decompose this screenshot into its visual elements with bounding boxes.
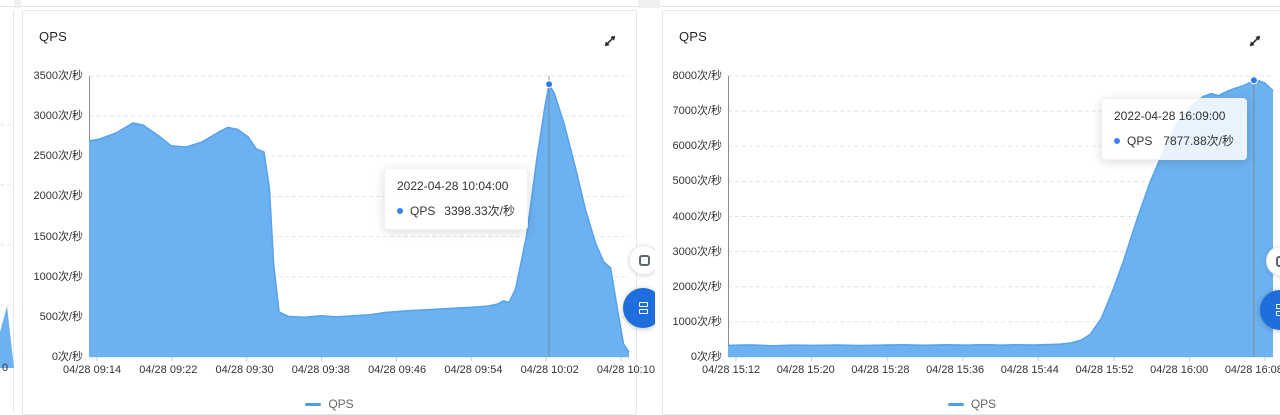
x-axis-tick-label: 04/28 09:30: [216, 364, 274, 376]
square-outline-icon: [1276, 256, 1280, 267]
series-dot-icon: [1114, 138, 1120, 144]
y-axis-tick-label: 0次/秒: [691, 350, 722, 364]
y-axis-tick-label: 500次/秒: [40, 310, 83, 324]
y-axis-tick-label: 4000次/秒: [672, 210, 722, 224]
qps-chart-card-morning: QPS 3500次/秒 3000次/秒 2500次/秒 2000次/秒 1500次/秒 1…: [22, 10, 637, 415]
stacked-squares-icon: [639, 302, 648, 314]
legend-label: QPS: [328, 397, 353, 411]
chart-tooltip: 2022-04-28 10:04:00 QPS 3398.33次/秒: [384, 168, 528, 230]
x-axis-tick-label: 04/28 15:44: [1001, 364, 1059, 376]
series-dot-icon: [397, 208, 403, 214]
y-axis-tick-label: 3000次/秒: [33, 109, 83, 123]
tooltip-series-name: QPS: [410, 204, 435, 218]
top-strip-gap: [14, 0, 21, 8]
y-axis-tick-label: 5000次/秒: [672, 174, 722, 188]
x-axis-tick-label: 04/28 09:46: [368, 364, 426, 376]
legend-dash-icon: [305, 403, 321, 406]
x-axis-tick-label: 04/28 15:36: [926, 364, 984, 376]
x-axis-tick-label: 04/28 10:10: [597, 364, 655, 376]
survey-button[interactable]: [623, 288, 655, 328]
panel-above-edge: [0, 0, 14, 7]
x-axis-tick-label: 04/28 09:38: [292, 364, 350, 376]
y-axis-tick-label: 7000次/秒: [672, 104, 722, 118]
x-axis-labels: 04/28 09:14 04/28 09:22 04/28 09:30 04/28 0…: [63, 364, 655, 376]
legend-label: QPS: [971, 397, 996, 411]
y-axis-tick-label: 3000次/秒: [672, 245, 722, 259]
neighbour-chart-sliver: 0: [0, 10, 14, 413]
tooltip-timestamp: 2022-04-28 10:04:00: [397, 179, 515, 193]
y-axis-tick-label: 6000次/秒: [672, 139, 722, 153]
x-axis-tick-label: 04/28 09:14: [63, 364, 121, 376]
x-axis-tick-label: 04/28 15:52: [1075, 364, 1133, 376]
chart-title: QPS: [679, 29, 707, 44]
x-axis-tick-label: 04/28 10:02: [521, 364, 579, 376]
y-axis-tick-label: 2000次/秒: [33, 189, 83, 203]
y-axis-tick-label: 1000次/秒: [672, 315, 722, 329]
legend-item-qps[interactable]: QPS: [23, 397, 636, 411]
y-axis-tick-label: 2500次/秒: [33, 149, 83, 163]
expand-arrows-icon[interactable]: [1247, 33, 1263, 49]
stacked-squares-icon: [1276, 304, 1280, 316]
feedback-button[interactable]: [629, 245, 655, 275]
y-axis-tick-label: 1500次/秒: [33, 230, 83, 244]
tooltip-series-name: QPS: [1127, 134, 1152, 148]
y-axis-tick-label: 8000次/秒: [672, 69, 722, 83]
panel-above-edge: [21, 0, 638, 7]
top-strip-gap: [638, 0, 660, 8]
x-axis-tick-label: 04/28 09:54: [444, 364, 502, 376]
neighbour-axis-label: 0: [2, 362, 8, 374]
x-axis-tick-label: 04/28 15:20: [777, 364, 835, 376]
square-outline-icon: [639, 255, 650, 266]
y-axis-tick-label: 2000次/秒: [672, 280, 722, 294]
neighbour-chart-fragment: [0, 10, 14, 413]
x-axis-labels: 04/28 15:12 04/28 15:20 04/28 15:28 04/28 1…: [702, 364, 1280, 376]
y-axis-tick-label: 1000次/秒: [33, 270, 83, 284]
x-axis-tick-label: 04/28 15:28: [851, 364, 909, 376]
area-chart: [89, 76, 629, 363]
chart-title: QPS: [39, 29, 67, 44]
plot-area: [89, 76, 629, 363]
x-axis-tick-label: 04/28 16:08: [1225, 364, 1280, 376]
legend-item-qps[interactable]: QPS: [663, 397, 1280, 411]
legend-dash-icon: [948, 403, 964, 406]
chart-tooltip: 2022-04-28 16:09:00 QPS 7877.88次/秒: [1101, 98, 1247, 160]
x-axis-tick-label: 04/28 16:00: [1150, 364, 1208, 376]
tooltip-timestamp: 2022-04-28 16:09:00: [1114, 109, 1234, 123]
panel-above-edge: [660, 0, 1280, 7]
y-axis-tick-label: 0次/秒: [52, 350, 83, 364]
y-axis-tick-label: 3500次/秒: [33, 69, 83, 83]
qps-chart-card-afternoon: QPS 8000次/秒 7000次/秒 6000次/秒 5000次/秒 4000次/秒 3…: [662, 10, 1280, 415]
x-axis-tick-label: 04/28 15:12: [702, 364, 760, 376]
tooltip-series-value: 3398.33次/秒: [444, 202, 515, 219]
expand-arrows-icon[interactable]: [602, 33, 618, 49]
tooltip-series-value: 7877.88次/秒: [1163, 132, 1234, 149]
x-axis-tick-label: 04/28 09:22: [139, 364, 197, 376]
